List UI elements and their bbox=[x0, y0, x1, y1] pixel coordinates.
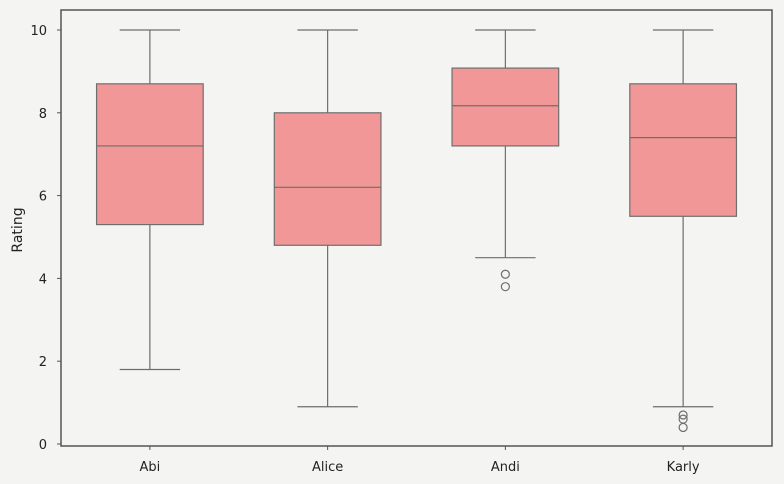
x-axis: Abi Alice Andi Karly bbox=[139, 446, 700, 475]
y-tick-label: 2 bbox=[39, 355, 47, 370]
iqr-box bbox=[273, 112, 382, 246]
outlier-point bbox=[500, 269, 510, 279]
y-tick-label: 0 bbox=[39, 438, 47, 453]
box-alice bbox=[273, 29, 382, 408]
y-axis-title: Rating bbox=[10, 207, 26, 252]
y-tick-label: 10 bbox=[30, 24, 47, 39]
box-andi bbox=[451, 29, 560, 292]
box-karly bbox=[629, 29, 738, 433]
iqr-box bbox=[95, 83, 204, 226]
outlier-point bbox=[500, 282, 510, 292]
iqr-box bbox=[629, 83, 738, 217]
x-tick-label: Andi bbox=[491, 460, 520, 475]
y-axis: 0 2 4 6 8 10 bbox=[30, 24, 61, 453]
box-abi bbox=[95, 29, 204, 371]
outlier-point bbox=[678, 422, 688, 433]
boxes-layer bbox=[95, 29, 738, 433]
x-tick-label: Alice bbox=[312, 460, 343, 475]
y-tick-label: 8 bbox=[39, 107, 47, 122]
x-tick-label: Abi bbox=[139, 460, 160, 475]
x-tick-label: Karly bbox=[667, 460, 700, 475]
y-tick-label: 6 bbox=[39, 190, 47, 205]
iqr-box bbox=[451, 67, 560, 147]
outlier-point bbox=[678, 410, 688, 420]
y-tick-label: 4 bbox=[39, 272, 47, 287]
plot-area bbox=[60, 9, 773, 447]
